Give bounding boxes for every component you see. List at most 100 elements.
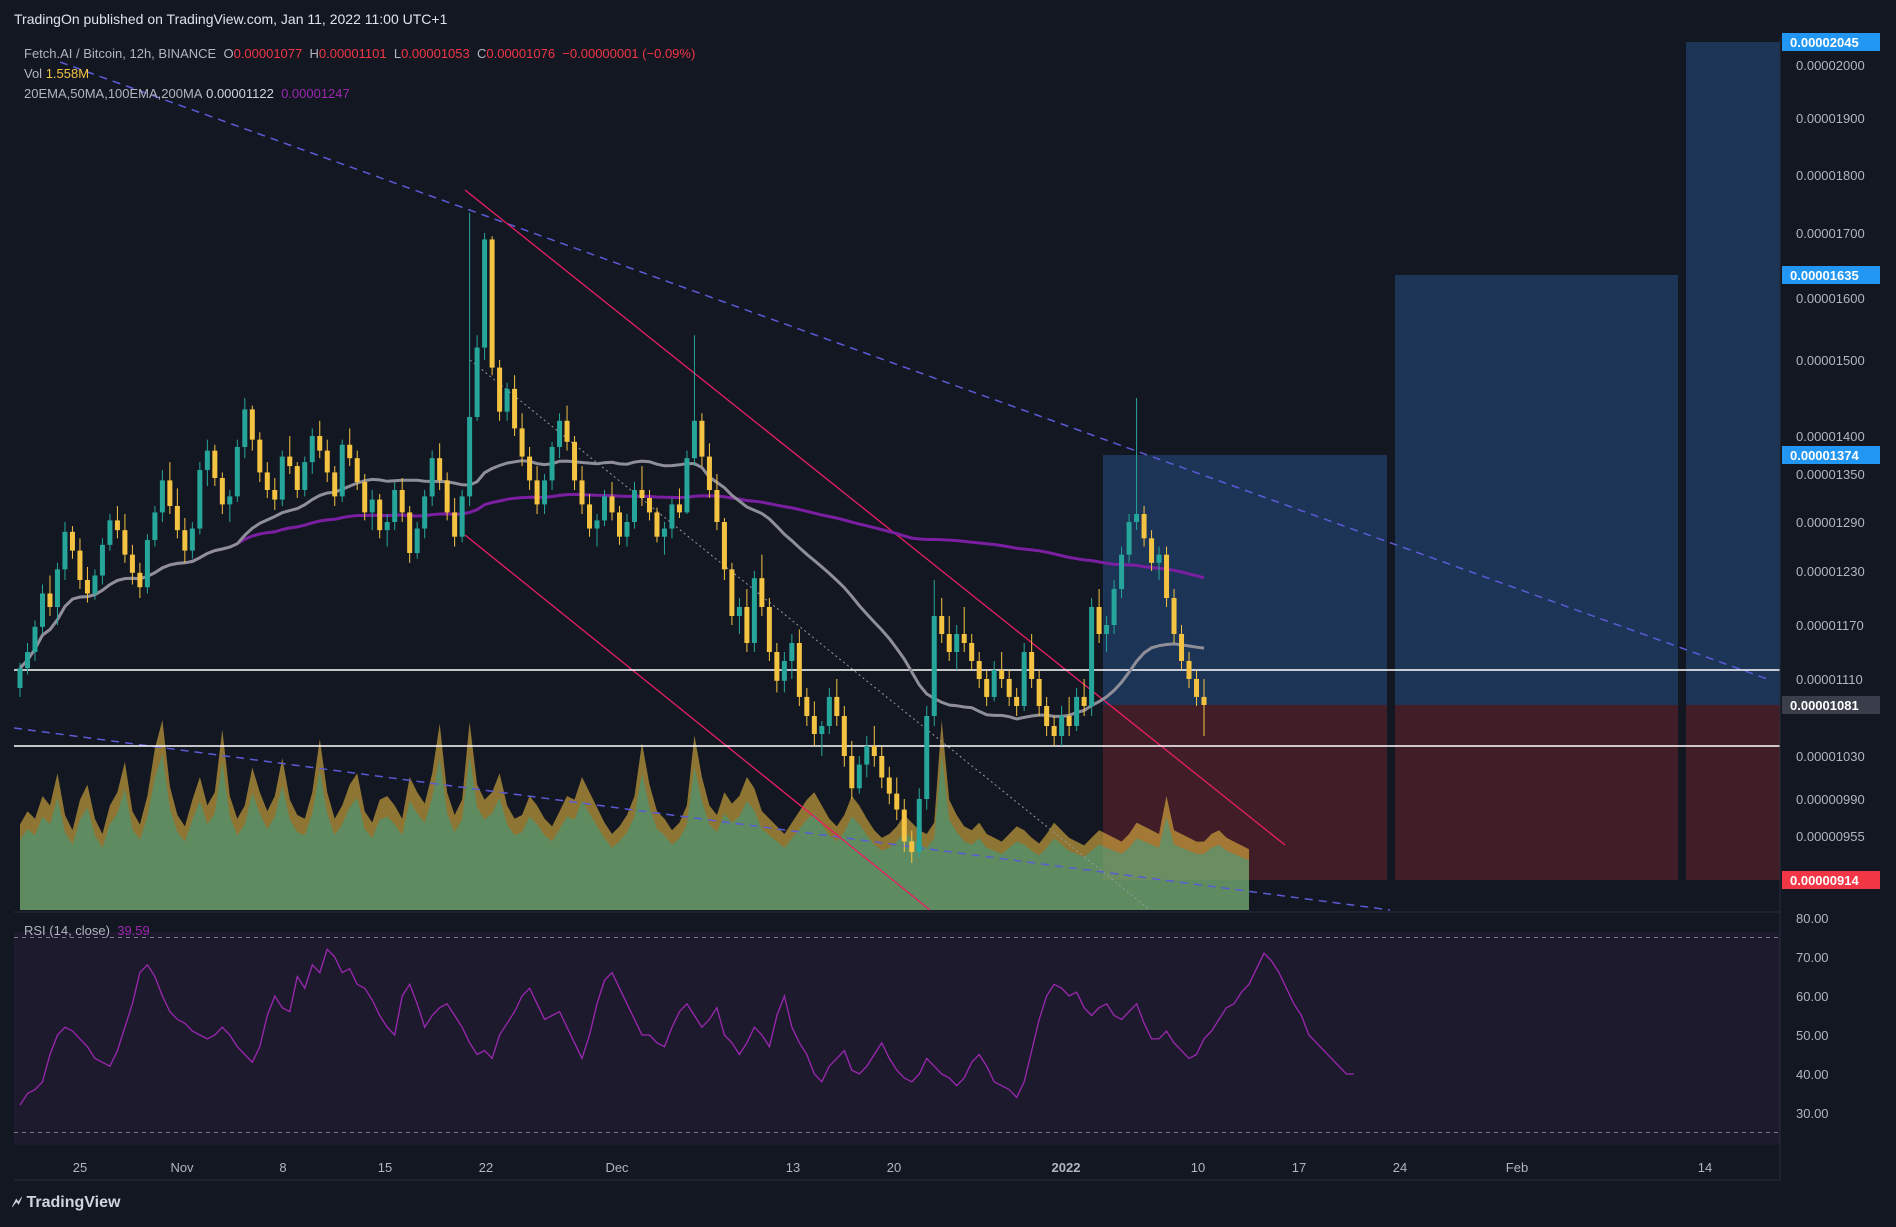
candle [407,506,413,563]
candle [1156,546,1162,580]
candle-body [414,528,420,554]
ma50-line [18,459,1205,721]
candle [557,413,563,459]
candle [467,212,473,506]
candle [287,436,293,474]
candle-body [339,444,345,497]
candle [916,788,922,858]
change-value: −0.00000001 (−0.09%) [562,46,696,61]
candle [542,474,548,514]
candle [1036,670,1042,716]
candle-body [279,456,285,500]
candle [152,506,158,547]
candle-body [189,528,195,551]
price-label-2: 0.00001374 [1790,448,1859,463]
time-tick-7: 20 [887,1160,901,1175]
candle-body [864,746,870,765]
candle [497,360,503,421]
candle-body [961,634,967,643]
candle [1059,706,1065,746]
candle-body [32,626,38,652]
close-value: 0.00001076 [486,46,556,61]
candle [714,474,720,531]
candle [429,450,435,506]
candle-body [774,652,780,681]
candle-body [1059,716,1065,736]
candle [976,652,982,688]
time-tick-11: 24 [1393,1160,1407,1175]
candle [549,441,555,490]
candle [1126,514,1132,563]
time-tick-0: 25 [73,1160,87,1175]
candle [39,584,45,634]
candle-body [347,444,353,459]
time-tick-4: 22 [479,1160,493,1175]
candle-body [167,480,173,506]
candle-body [459,496,465,537]
candle [182,518,188,563]
candle [1029,634,1035,688]
candle-body [77,550,83,580]
volume-series [20,720,1249,910]
candle-body [1081,696,1087,706]
rsi-tick-2: 60.00 [1796,989,1829,1004]
ma-value-1: 0.00001122 [206,86,274,101]
candle-body [886,777,892,794]
channel-lower [464,534,931,911]
candle [991,661,997,702]
candle-body [489,239,495,368]
candle-body [369,499,375,513]
candle [384,514,390,547]
price-tick-7: 0.00001350 [1796,467,1865,482]
candle [234,439,240,502]
candle-body [924,716,930,799]
ma-legend: 20EMA,50MA,100EMA,200MA 0.00001122 0.000… [24,86,350,101]
candle [32,620,38,661]
candle [482,233,488,360]
candle [781,652,787,693]
candle [1134,398,1140,531]
candle-body [527,456,533,481]
candle [1104,616,1110,652]
candle [377,494,383,539]
candle-body [654,512,660,537]
candle-body [272,490,278,500]
price-label-bg-2 [1782,446,1880,464]
candle-body [159,480,165,513]
candle [17,662,23,697]
candle-body [856,764,862,789]
candle-body [264,472,270,490]
candle [699,413,705,467]
candle [1081,679,1087,716]
candle [924,706,930,810]
candle-body [1134,514,1140,522]
rsi-value: 39.59 [117,923,150,938]
candle [1074,687,1080,731]
rsi-line [19,947,1354,1106]
candle [594,514,600,547]
candle [1201,679,1207,736]
candle [939,598,945,643]
price-label-bg-1 [1782,266,1880,284]
candle-body [504,388,510,412]
candle-body [759,578,765,607]
candle-body [669,504,675,529]
candle-body [422,496,428,529]
candle [137,562,143,598]
candle [512,375,518,436]
candle-body [399,490,405,513]
published-text: TradingOn published on TradingView.com, … [14,11,448,27]
rsi-tick-0: 80.00 [1796,911,1829,926]
candle [602,490,608,527]
candle [617,506,622,545]
candle [1149,530,1155,571]
candle [1066,696,1072,736]
candle-body [317,436,323,451]
candle-body [999,670,1005,679]
candle [631,482,637,529]
price-tick-8: 0.00001290 [1796,515,1865,530]
candle [309,428,315,474]
candle [879,746,885,789]
candle-body [1044,706,1050,726]
